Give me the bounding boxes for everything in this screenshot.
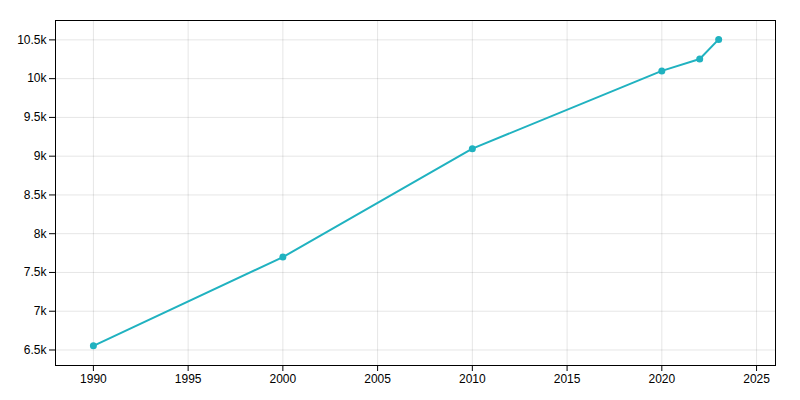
svg-text:7k: 7k xyxy=(34,304,48,318)
svg-text:9k: 9k xyxy=(34,149,48,163)
svg-text:2015: 2015 xyxy=(554,372,581,386)
svg-text:10k: 10k xyxy=(27,71,47,85)
svg-text:8.5k: 8.5k xyxy=(24,188,48,202)
svg-text:2005: 2005 xyxy=(364,372,391,386)
svg-text:8k: 8k xyxy=(34,227,48,241)
svg-text:10.5k: 10.5k xyxy=(17,33,47,47)
svg-text:6.5k: 6.5k xyxy=(24,343,48,357)
svg-text:1995: 1995 xyxy=(175,372,202,386)
svg-text:2000: 2000 xyxy=(270,372,297,386)
svg-text:2010: 2010 xyxy=(459,372,486,386)
svg-text:9.5k: 9.5k xyxy=(24,110,48,124)
svg-text:1990: 1990 xyxy=(80,372,107,386)
svg-text:7.5k: 7.5k xyxy=(24,265,48,279)
svg-text:2025: 2025 xyxy=(743,372,770,386)
svg-text:2020: 2020 xyxy=(648,372,675,386)
